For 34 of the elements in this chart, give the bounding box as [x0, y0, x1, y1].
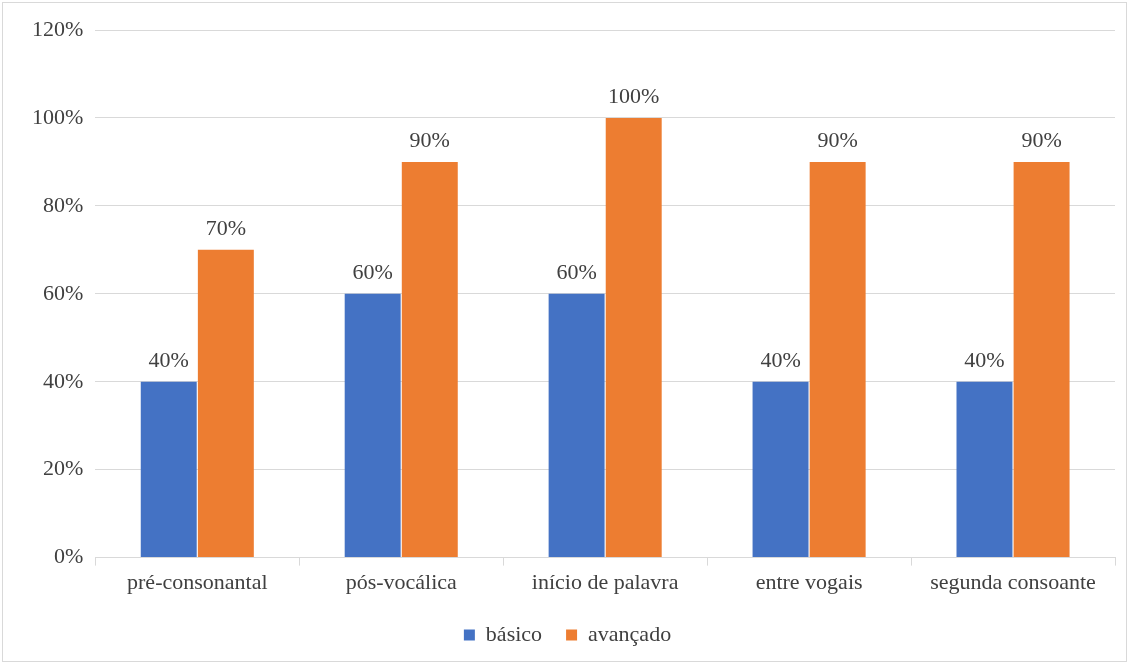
- data-label: 100%: [608, 82, 660, 108]
- data-label: 40%: [964, 346, 1005, 372]
- bar: [809, 161, 866, 558]
- bar: [605, 117, 662, 558]
- legend-label: avançado: [588, 620, 672, 646]
- bar: [1013, 161, 1070, 558]
- y-tick-label: 100%: [32, 103, 84, 129]
- data-label: 40%: [760, 346, 801, 372]
- data-label: 70%: [205, 214, 247, 240]
- data-label: 60%: [352, 258, 393, 284]
- bar: [140, 381, 197, 558]
- bar: [344, 293, 401, 558]
- bar: [752, 381, 809, 558]
- x-tick-label: segunda consoante: [930, 568, 1096, 594]
- data-label: 90%: [817, 126, 858, 152]
- data-label: 40%: [148, 346, 189, 372]
- bar: [197, 249, 254, 558]
- bar: [401, 161, 458, 558]
- bar: [956, 381, 1013, 558]
- x-tick-label: pós-vocálica: [345, 568, 458, 594]
- y-tick-label: 120%: [32, 15, 84, 41]
- y-tick-label: 40%: [43, 367, 84, 393]
- y-tick-label: 20%: [43, 455, 84, 481]
- data-label: 90%: [1021, 126, 1062, 152]
- data-label: 90%: [409, 126, 450, 152]
- x-tick-label: entre vogais: [755, 568, 863, 594]
- bar: [548, 293, 605, 558]
- y-tick-label: 80%: [43, 191, 84, 217]
- data-label: 60%: [556, 258, 597, 284]
- legend-label: básico: [485, 620, 543, 646]
- x-tick-label: início de palavra: [531, 568, 679, 594]
- y-tick-label: 0%: [54, 543, 84, 569]
- x-tick-label: pré-consonantal: [127, 568, 268, 594]
- y-tick-label: 60%: [43, 279, 84, 305]
